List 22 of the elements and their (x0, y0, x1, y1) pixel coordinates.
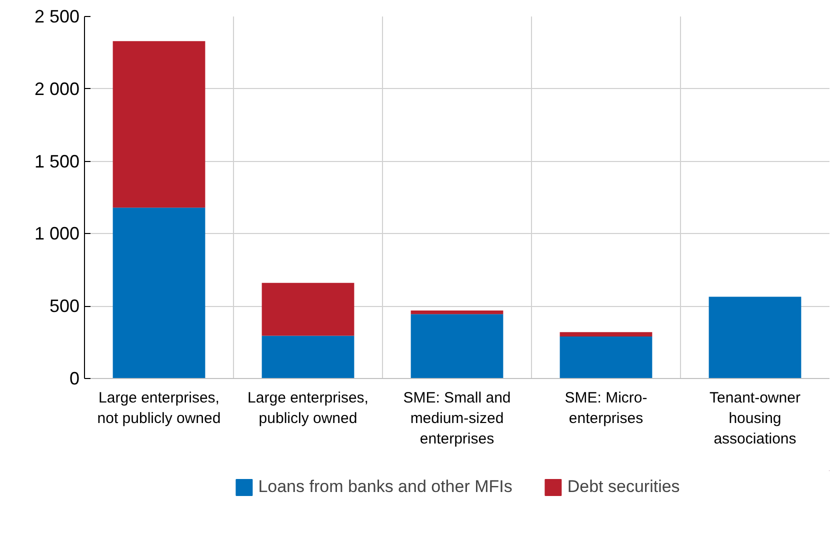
y-tick-label: 2 500 (34, 6, 80, 26)
x-tick-label: Large enterprises, not publicly owned (97, 390, 221, 427)
y-tick-label: 1 500 (34, 151, 80, 172)
y-tick-label: 1 000 (34, 224, 80, 244)
bar (112, 41, 206, 208)
x-tick-label: Tenant-owner housing associations (710, 390, 800, 448)
x-tick-label: SME: Small and medium-sized enterprises (403, 390, 511, 448)
bar (708, 296, 802, 378)
y-tick-label: 0 (69, 368, 80, 388)
x-tick-label: SME: Micro-enterprises (564, 390, 648, 427)
bar (262, 282, 354, 336)
bar (410, 314, 504, 378)
bar (112, 208, 206, 378)
y-tick-label: 500 (49, 296, 80, 316)
bar (560, 332, 652, 337)
bar (410, 310, 504, 314)
legend-label: Debt securities (567, 477, 680, 497)
bar (262, 336, 354, 378)
bar (560, 336, 652, 378)
legend-label: Loans from banks and other MFIs (258, 477, 512, 497)
y-tick-label: 2 000 (34, 78, 80, 99)
x-tick-label: Large enterprises, publicly owned (248, 390, 368, 427)
